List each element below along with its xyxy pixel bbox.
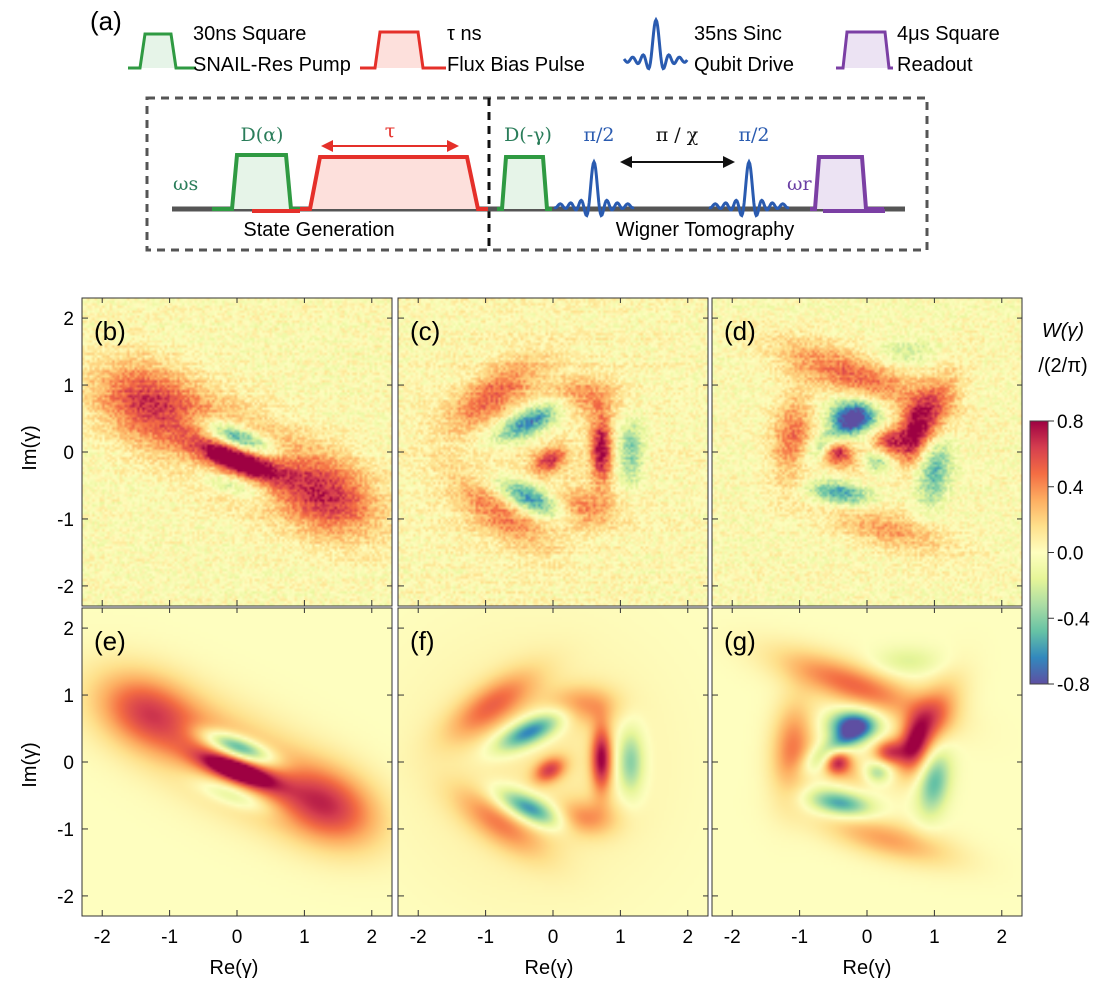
y-tick-label: 2 — [63, 619, 74, 640]
y-tick-label: 0 — [63, 443, 74, 464]
wigner-panels: (b) 2 1 0 -1 -2 (c) (d) (e) 2 1 0 -1 -2 -2 -1 0 1 2 (f) -2 -1… — [57, 297, 1023, 948]
colorbar-tick-label: 0.8 — [1057, 412, 1083, 433]
colorbar-gradient — [1029, 420, 1049, 685]
x-tick-label: -2 — [94, 927, 111, 948]
arrow-head-icon — [620, 156, 632, 168]
wigner-heatmap — [712, 608, 1022, 916]
y-axis-label-bottom: Im(γ) — [19, 742, 41, 788]
legend-label: 4μs Square — [897, 23, 1000, 45]
y-axis-label-top: Im(γ) — [19, 425, 41, 471]
y-tick-label: -1 — [57, 510, 74, 531]
wigner-panel-b: (b) 2 1 0 -1 -2 — [57, 297, 393, 607]
d-alpha-label: D(α) — [241, 124, 284, 146]
x-axis-label-g: Re(γ) — [843, 957, 892, 979]
wigner-heatmap — [398, 608, 708, 916]
colorbar-tick-label: -0.8 — [1057, 675, 1090, 696]
x-tick-label: 0 — [232, 927, 243, 948]
flux-pulse-icon — [360, 30, 446, 70]
displacement-pulse — [497, 155, 552, 211]
colorbar-tick-label: 0.4 — [1057, 478, 1084, 499]
pi-half-label-2: π/2 — [739, 124, 770, 146]
y-tick-label: 1 — [63, 686, 74, 707]
x-axis-label-e: Re(γ) — [210, 957, 259, 979]
panel-label: (b) — [94, 316, 126, 346]
panel-label: (e) — [94, 626, 126, 656]
legend-flux-bias: τ ns Flux Bias Pulse — [360, 23, 585, 76]
legend-label: Qubit Drive — [694, 54, 794, 76]
x-tick-label: -1 — [791, 927, 808, 948]
readout-pulse-icon — [836, 30, 893, 70]
tau-label: τ — [385, 120, 396, 142]
pulse-sequence: ωs D(α) τ D(-γ) π/2 π / χ π/2 ωr State G… — [145, 96, 929, 252]
pi-half-label-1: π/2 — [584, 124, 615, 146]
legend-label: Readout — [897, 54, 973, 76]
colorbar-tick-label: -0.4 — [1057, 609, 1090, 630]
legend-qubit-drive: 35ns Sinc Qubit Drive — [622, 16, 794, 76]
wigner-panel-c: (c) — [397, 297, 709, 607]
panel-label: (g) — [724, 626, 756, 656]
x-tick-label: 2 — [366, 927, 377, 948]
y-tick-label: 0 — [63, 753, 74, 774]
x-tick-label: -2 — [724, 927, 741, 948]
wigner-tomography-label: Wigner Tomography — [616, 219, 795, 241]
d-minus-gamma-label: D(-γ) — [504, 124, 552, 146]
y-tick-label: 1 — [63, 376, 74, 397]
omega-s-label: ωs — [173, 173, 198, 195]
wigner-panel-f: (f) -2 -1 0 1 2 — [397, 607, 709, 948]
legend-snail-pump: 30ns Square SNAIL-Res Pump — [128, 23, 351, 76]
wigner-panel-e: (e) 2 1 0 -1 -2 -2 -1 0 1 2 — [57, 607, 393, 948]
snail-pump-pulse — [212, 153, 305, 211]
x-tick-label: 1 — [929, 927, 940, 948]
colorbar-subtitle: /(2/π) — [1038, 355, 1087, 377]
x-tick-label: 1 — [299, 927, 310, 948]
pi-over-chi-label: π / χ — [656, 124, 699, 146]
x-tick-label: 0 — [548, 927, 559, 948]
legend-label: SNAIL-Res Pump — [193, 54, 351, 76]
qubit-pi-half-pulse-1 — [553, 158, 635, 218]
legend-label: Flux Bias Pulse — [447, 54, 585, 76]
panel-label: (c) — [410, 316, 440, 346]
y-tick-label: -2 — [57, 577, 74, 598]
colorbar-title: W(γ) — [1042, 320, 1084, 342]
wigner-heatmap — [82, 608, 392, 916]
x-tick-label: 2 — [996, 927, 1007, 948]
wigner-heatmap — [712, 298, 1022, 606]
y-tick-label: -1 — [57, 820, 74, 841]
legend-label: τ ns — [447, 23, 482, 45]
y-tick-label: -2 — [57, 887, 74, 908]
omega-r-label: ωr — [787, 173, 812, 195]
x-tick-label: -2 — [410, 927, 427, 948]
wigner-heatmap — [82, 298, 392, 606]
x-tick-label: 0 — [862, 927, 873, 948]
x-tick-label: -1 — [161, 927, 178, 948]
colorbar: W(γ) /(2/π) 0.8 0.4 0.0 -0.4 -0.8 — [1029, 320, 1090, 696]
flux-bias-pulse — [300, 155, 488, 211]
x-tick-label: -1 — [477, 927, 494, 948]
legend-label: 30ns Square — [193, 23, 306, 45]
wigner-heatmap — [398, 298, 708, 606]
x-tick-label: 2 — [682, 927, 693, 948]
colorbar-tick-label: 0.0 — [1057, 544, 1083, 565]
legend-readout: 4μs Square Readout — [836, 23, 1000, 76]
sinc-pulse-icon — [622, 16, 689, 71]
arrow-head-icon — [447, 140, 459, 152]
legend-label: 35ns Sinc — [694, 23, 782, 45]
x-axis-label-f: Re(γ) — [525, 957, 574, 979]
y-tick-label: 2 — [63, 309, 74, 330]
wigner-panel-d: (d) — [711, 297, 1023, 607]
readout-pulse — [810, 155, 884, 211]
panel-label: (d) — [724, 316, 756, 346]
arrow-head-icon — [723, 156, 735, 168]
state-generation-label: State Generation — [243, 219, 394, 241]
wigner-panel-g: (g) -2 -1 0 1 2 — [711, 607, 1023, 948]
sequence-frame — [145, 96, 929, 252]
square-pulse-icon — [128, 32, 196, 70]
arrow-head-icon — [321, 140, 333, 152]
panel-label: (f) — [410, 626, 435, 656]
x-tick-label: 1 — [615, 927, 626, 948]
panel-a-label: (a) — [90, 6, 122, 36]
qubit-pi-half-pulse-2 — [708, 158, 790, 218]
